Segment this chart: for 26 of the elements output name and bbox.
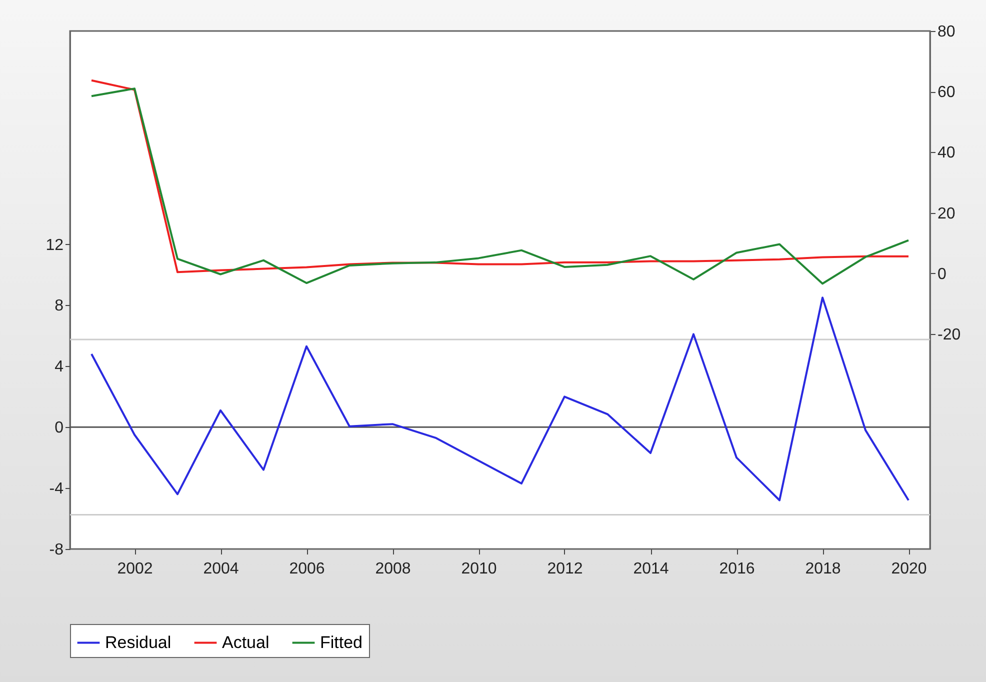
y-tick-label: 4 — [54, 358, 64, 376]
y2-tick-label: -20 — [938, 326, 961, 344]
x-tick-label: 2006 — [289, 560, 325, 578]
y-tick-label: 12 — [46, 236, 64, 254]
x-tick-label: 2012 — [547, 560, 583, 578]
x-tick-label: 2002 — [117, 560, 153, 578]
y-tick-label: -8 — [49, 542, 64, 558]
y-tick-label: 8 — [54, 298, 64, 315]
legend-label: Fitted — [320, 632, 363, 652]
legend-label: Actual — [222, 632, 270, 652]
x-tick-label: 2008 — [375, 560, 411, 578]
y2-tick-label: 0 — [938, 266, 946, 283]
x-tick-label: 2004 — [203, 560, 239, 578]
line-series — [90, 296, 910, 502]
y2-tick-label: 60 — [938, 84, 956, 102]
x-tick-label: 2020 — [891, 560, 927, 578]
x-tick-label: 2014 — [633, 560, 669, 578]
legend-label: Residual — [105, 632, 172, 652]
x-tick-label: 2016 — [719, 560, 755, 578]
x-tick-label: 2018 — [805, 560, 841, 578]
y-tick-label: 0 — [54, 420, 64, 437]
x-tick-label: 2010 — [461, 560, 497, 578]
y-tick-label: -4 — [49, 480, 64, 498]
y2-tick-label: 80 — [938, 24, 956, 40]
y2-tick-label: 20 — [938, 205, 956, 222]
y2-tick-label: 40 — [938, 144, 956, 162]
